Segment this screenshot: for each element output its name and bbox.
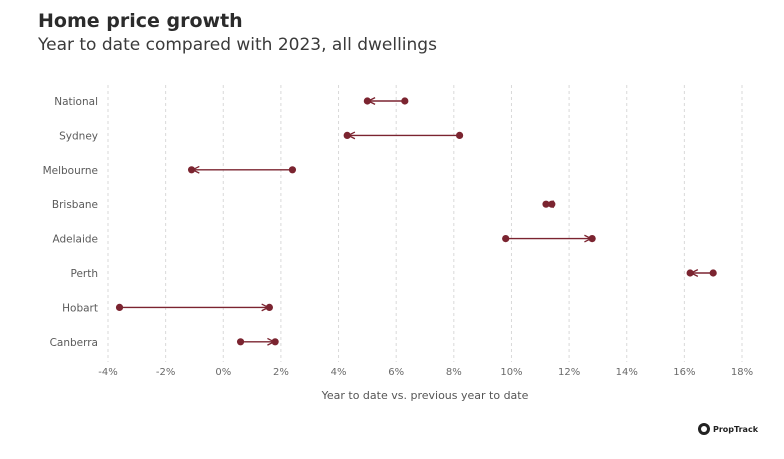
x-tick-labels: -4% -2% 0% 2% 4% 6% 8% 10% 12% 14% 16% 18% (98, 367, 753, 378)
category-label-sydney: Sydney (59, 130, 98, 142)
point-previous-adelaide (502, 235, 510, 243)
x-axis-label: Year to date vs. previous year to date (321, 389, 529, 402)
point-previous-perth (709, 269, 717, 277)
category-label-perth: Perth (70, 268, 98, 280)
x-tick-label: 6% (388, 367, 404, 378)
point-current-national (363, 97, 371, 105)
point-previous-hobart (115, 303, 124, 311)
point-current-brisbane (542, 200, 550, 208)
chart-title: Home price growth (38, 10, 243, 32)
point-previous-canberra (236, 338, 245, 346)
point-previous-national (401, 97, 409, 105)
category-label-melbourne: Melbourne (43, 165, 98, 177)
point-previous-melbourne (288, 166, 297, 174)
category-labels: National Sydney Melbourne Brisbane Adelaide P… (43, 96, 98, 349)
dumbbell-marks (115, 97, 717, 346)
x-tick-label: -4% (98, 367, 117, 378)
x-tick-label: 16% (673, 367, 695, 378)
x-tick-label: 2% (273, 367, 289, 378)
point-current-perth (686, 269, 694, 277)
x-tick-label: 4% (331, 367, 347, 378)
x-tick-label: 8% (446, 367, 462, 378)
proptrack-logo-icon (698, 423, 710, 435)
point-current-melbourne (187, 166, 196, 174)
point-current-canberra (271, 338, 279, 346)
x-tick-label: 14% (616, 367, 638, 378)
point-current-sydney (343, 131, 351, 139)
x-tick-label: 12% (558, 367, 580, 378)
point-current-hobart (265, 303, 273, 311)
category-label-canberra: Canberra (50, 337, 98, 349)
x-tick-label: 10% (500, 367, 522, 378)
point-current-adelaide (588, 235, 596, 243)
category-label-brisbane: Brisbane (52, 199, 98, 211)
x-tick-label: 18% (731, 367, 753, 378)
x-tick-label: 0% (215, 367, 231, 378)
chart-subtitle: Year to date compared with 2023, all dwe… (38, 35, 437, 55)
point-previous-sydney (455, 131, 464, 139)
x-tick-label: -2% (156, 367, 175, 378)
category-label-adelaide: Adelaide (52, 234, 98, 246)
category-label-national: National (54, 96, 98, 108)
proptrack-logo-text: PropTrack (713, 424, 759, 434)
proptrack-logo: PropTrack (698, 423, 758, 435)
point-previous-brisbane (548, 200, 556, 208)
category-label-hobart: Hobart (62, 302, 98, 314)
grid-layer (107, 85, 743, 362)
